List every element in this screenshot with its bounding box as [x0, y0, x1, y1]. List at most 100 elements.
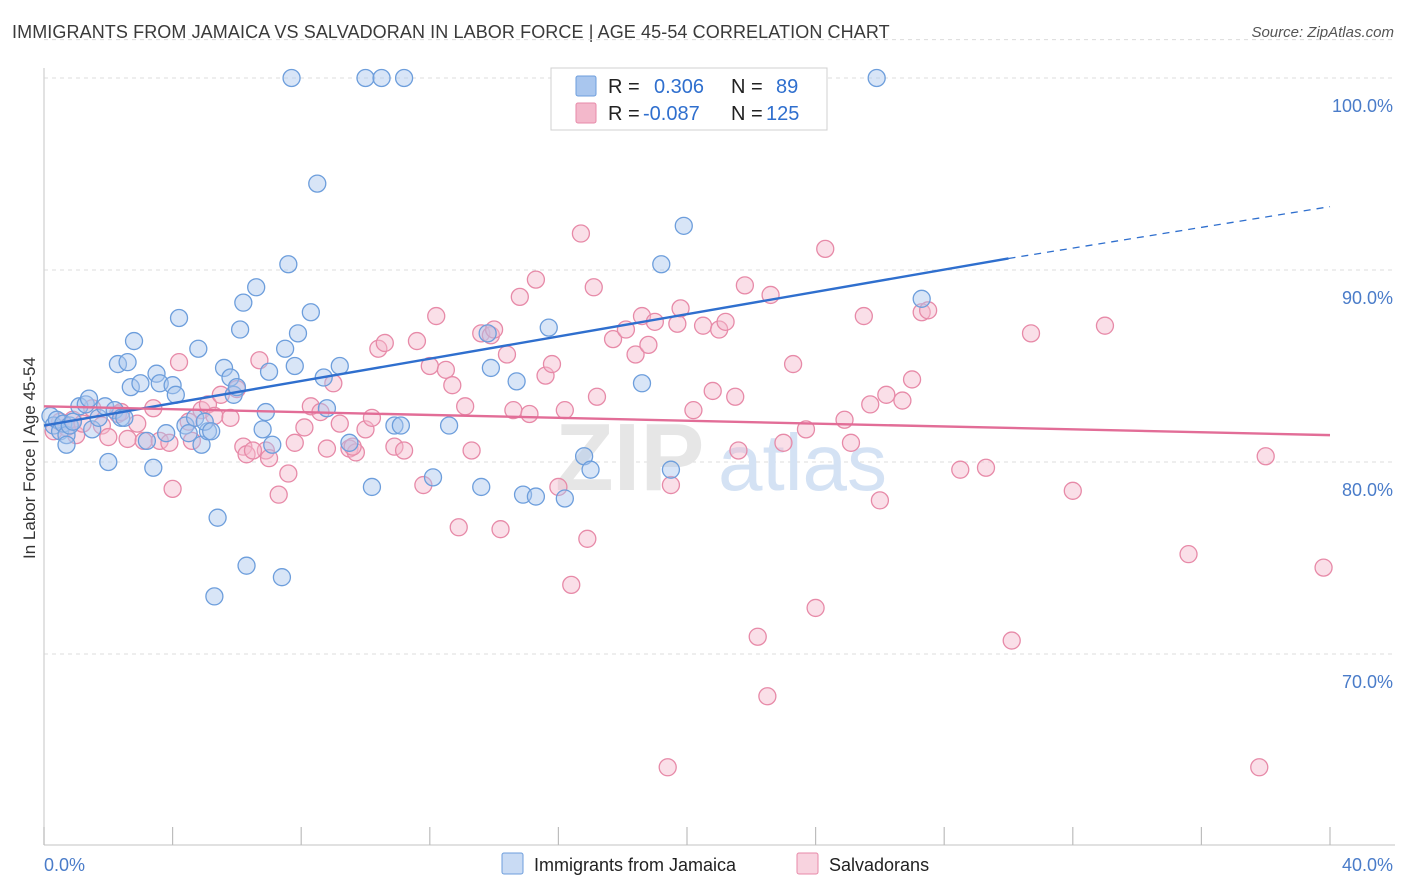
salvadorans-point-96 — [796, 420, 816, 439]
salvadorans-point-24 — [221, 408, 240, 427]
jamaica-point-21 — [121, 377, 140, 397]
watermark: ZIP atlas — [555, 404, 887, 511]
salvadorans-point-61 — [497, 345, 517, 364]
salvadorans-point-106 — [902, 370, 922, 389]
y-tick-label-1: 80.0% — [1342, 480, 1393, 500]
jamaica-point-84 — [632, 374, 652, 393]
jamaica-point-86 — [661, 460, 681, 479]
jamaica-point-56 — [279, 255, 298, 274]
salvadorans-point-103 — [870, 491, 890, 510]
jamaica-point-73 — [439, 416, 459, 435]
jamaica-point-20 — [118, 353, 137, 372]
salvadorans-point-69 — [555, 401, 574, 420]
salvadorans-point-35 — [301, 397, 320, 416]
jamaica-point-42 — [214, 358, 234, 378]
salvadorans-point-108 — [918, 301, 938, 320]
jamaica-point-35 — [189, 339, 208, 358]
salvadorans-point-72 — [584, 278, 603, 297]
jamaica-point-24 — [137, 431, 157, 451]
jamaica-point-26 — [147, 364, 166, 383]
salvadorans-point-115 — [1179, 545, 1198, 564]
jamaica-point-66 — [356, 68, 375, 88]
jamaica-point-81 — [555, 489, 574, 508]
salvadorans-point-88 — [716, 312, 735, 331]
salvadorans-point-53 — [443, 376, 462, 395]
svg-text:ZIP: ZIP — [555, 404, 704, 511]
salvadorans-point-10 — [118, 429, 137, 449]
salvadorans-point-58 — [481, 326, 501, 345]
salvadorans-point-73 — [587, 387, 607, 406]
salvadorans-point-95 — [783, 354, 803, 374]
jamaica-point-47 — [234, 293, 253, 312]
x-tick-labels: 0.0% 40.0% — [44, 855, 1393, 875]
salvadorans-point-39 — [330, 414, 349, 433]
jamaica-point-61 — [308, 174, 327, 193]
jamaica-point-60 — [301, 303, 320, 322]
salvadorans-point-32 — [279, 464, 298, 483]
salvadorans-point-116 — [1250, 758, 1269, 777]
salvadorans-point-114 — [1095, 316, 1115, 335]
jamaica-trend-extension — [1008, 205, 1331, 260]
salvadorans-point-64 — [520, 404, 539, 424]
legend-r-label-2: R = — [608, 103, 640, 125]
jamaica-point-28 — [157, 424, 176, 443]
salvadorans-point-37 — [317, 439, 337, 458]
legend-box — [550, 67, 828, 131]
salvadorans-point-122 — [243, 441, 263, 460]
jamaica-point-54 — [272, 568, 292, 587]
salvadorans-point-16 — [163, 479, 182, 499]
salvadorans-point-81 — [661, 475, 681, 495]
jamaica-point-88 — [867, 68, 886, 88]
jamaica-point-25 — [144, 458, 163, 477]
jamaica-point-43 — [221, 368, 240, 387]
bottom-legend-swatch-jamaica — [501, 852, 524, 875]
jamaica-point-75 — [478, 324, 497, 343]
legend-r-value-2: -0.087 — [643, 103, 700, 125]
jamaica-point-39 — [202, 422, 221, 441]
salvadorans-point-52 — [436, 360, 456, 379]
y-tick-labels: 70.0% 80.0% 90.0% 100.0% — [1332, 96, 1393, 692]
jamaica-point-72 — [423, 468, 443, 487]
salvadorans-point-84 — [684, 401, 703, 420]
salvadorans-point-99 — [835, 410, 854, 429]
salvadorans-point-112 — [1021, 324, 1041, 343]
jamaica-point-52 — [259, 362, 279, 381]
salvadorans-point-90 — [729, 441, 748, 460]
jamaica-point-38 — [195, 412, 214, 431]
salvadorans-point-78 — [639, 335, 658, 355]
svg-text:atlas: atlas — [718, 418, 887, 507]
salvadorans-point-85 — [693, 316, 713, 335]
salvadorans-point-76 — [626, 345, 645, 364]
salvadorans-point-74 — [603, 329, 623, 349]
salvadorans-point-104 — [877, 385, 896, 404]
salvadorans-point-94 — [774, 433, 793, 452]
chart-source: Source: ZipAtlas.com — [1251, 24, 1394, 41]
salvadorans-point-113 — [1063, 481, 1082, 500]
salvadorans-point-30 — [259, 449, 279, 468]
jamaica-point-67 — [362, 477, 382, 497]
jamaica-point-68 — [372, 68, 391, 88]
jamaica-point-8 — [57, 435, 76, 454]
jamaica-points — [41, 68, 931, 606]
salvadorans-point-54 — [449, 518, 468, 537]
jamaica-point-49 — [247, 278, 266, 297]
jamaica-point-15 — [99, 452, 118, 472]
jamaica-point-22 — [124, 331, 144, 351]
trend-lines — [43, 205, 1331, 437]
jamaica-point-29 — [163, 376, 182, 395]
salvadorans-point-107 — [912, 303, 931, 322]
salvadorans-point-41 — [346, 443, 366, 462]
salvadorans-point-70 — [562, 575, 581, 595]
salvadorans-point-47 — [394, 441, 414, 460]
salvadorans-point-48 — [407, 331, 427, 351]
salvadorans-point-102 — [861, 395, 880, 414]
salvadorans-point-109 — [951, 460, 970, 479]
chart-title: IMMIGRANTS FROM JAMAICA VS SALVADORAN IN… — [12, 22, 890, 42]
salvadorans-point-49 — [414, 475, 433, 495]
salvadorans-points — [44, 224, 1333, 777]
salvadorans-point-66 — [536, 366, 555, 385]
jamaica-point-48 — [237, 556, 256, 575]
jamaica-point-57 — [285, 356, 304, 376]
y-tick-label-2: 90.0% — [1342, 288, 1393, 308]
bottom-legend-salvadorans: Salvadorans — [829, 855, 929, 875]
